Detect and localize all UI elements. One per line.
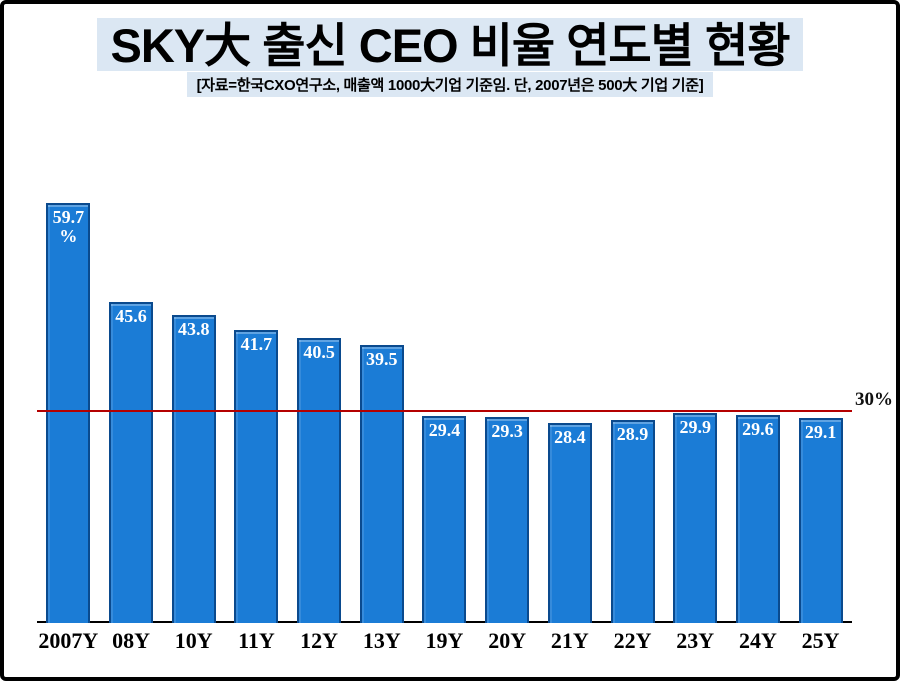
chart-title: SKY大 출신 CEO 비율 연도별 현황 (96, 18, 804, 72)
chart-header: SKY大 출신 CEO 비율 연도별 현황 [자료=한국CXO연구소, 매출액 … (4, 18, 896, 98)
bar-column-22Y: 28.9 (601, 194, 664, 623)
bar-08Y: 45.6 (109, 302, 154, 623)
bar-21Y: 28.4 (547, 423, 592, 623)
bar-value-label: 43.8 (177, 318, 210, 339)
bar-11Y: 41.7 (234, 329, 279, 623)
bar-value-label: 41.7 (240, 333, 273, 354)
bar-24Y: 29.6 (735, 414, 780, 623)
bar-2007Y: 59.7 % (46, 203, 91, 623)
x-axis-label-12Y: 12Y (300, 628, 339, 653)
bar-12Y: 40.5 (297, 338, 342, 623)
x-axis-label-13Y: 13Y (362, 628, 401, 653)
reference-line-30pct (37, 410, 852, 413)
chart-subtitle: [자료=한국CXO연구소, 매출액 1000大기업 기준임. 단, 2007년은… (186, 72, 714, 98)
x-axis-label-20Y: 20Y (488, 628, 527, 653)
bars-area: 59.7 % 45.6 43.8 41.7 40.5 39.5 29.4 29.3 28.4 28… (37, 194, 852, 623)
bar-column-13Y: 39.5 (350, 194, 413, 623)
bar-column-10Y: 43.8 (162, 194, 225, 623)
bar-column-11Y: 41.7 (225, 194, 288, 623)
bar-value-label: 39.5 (366, 349, 398, 370)
x-axis-label-10Y: 10Y (174, 628, 213, 653)
x-axis-label-19Y: 19Y (425, 628, 464, 653)
x-axis-label-24Y: 24Y (738, 628, 777, 653)
bar-22Y: 28.9 (610, 419, 655, 623)
bar-value-label: 59.7 % (52, 207, 85, 247)
bar-column-21Y: 28.4 (539, 194, 602, 623)
bar-25Y: 29.1 (798, 418, 843, 623)
x-axis-label-23Y: 23Y (676, 628, 715, 653)
bar-column-25Y: 29.1 (789, 194, 852, 623)
bar-chart: 59.7 % 45.6 43.8 41.7 40.5 39.5 29.4 29.3 28.4 28… (37, 194, 893, 665)
bar-13Y: 39.5 (359, 345, 404, 623)
bar-value-label: 40.5 (303, 342, 335, 363)
bar-column-2007Y: 59.7 % (37, 194, 100, 623)
x-axis-label-08Y: 08Y (112, 628, 150, 653)
bar-column-12Y: 40.5 (288, 194, 351, 623)
bar-column-24Y: 29.6 (727, 194, 790, 623)
bar-value-label: 29.6 (742, 418, 774, 439)
x-axis-label-25Y: 25Y (801, 628, 840, 653)
x-axis-label-11Y: 11Y (238, 628, 275, 653)
bar-column-23Y: 29.9 (664, 194, 727, 623)
bar-value-label: 28.9 (616, 423, 649, 444)
bar-19Y: 29.4 (422, 416, 467, 623)
bar-value-label: 28.4 (554, 427, 586, 448)
reference-line-label: 30% (855, 389, 893, 411)
bar-20Y: 29.3 (485, 416, 530, 623)
bar-column-20Y: 29.3 (476, 194, 539, 623)
bar-value-label: 29.4 (428, 420, 461, 441)
bar-value-label: 29.1 (804, 422, 837, 443)
x-axis-label-2007Y: 2007Y (38, 628, 99, 653)
bar-23Y: 29.9 (673, 412, 718, 623)
x-axis: 2007Y 08Y 10Y 11Y 12Y 13Y 19Y 20Y 21Y 22Y 23Y 24Y 25… (37, 621, 852, 665)
bar-value-label: 29.3 (491, 420, 523, 441)
x-axis-label-21Y: 21Y (550, 628, 589, 653)
bar-value-label: 29.9 (679, 416, 711, 437)
bar-column-08Y: 45.6 (100, 194, 163, 623)
bar-value-label: 45.6 (115, 306, 147, 327)
bar-10Y: 43.8 (171, 314, 216, 623)
x-axis-label-22Y: 22Y (613, 628, 652, 653)
bar-column-19Y: 29.4 (413, 194, 476, 623)
